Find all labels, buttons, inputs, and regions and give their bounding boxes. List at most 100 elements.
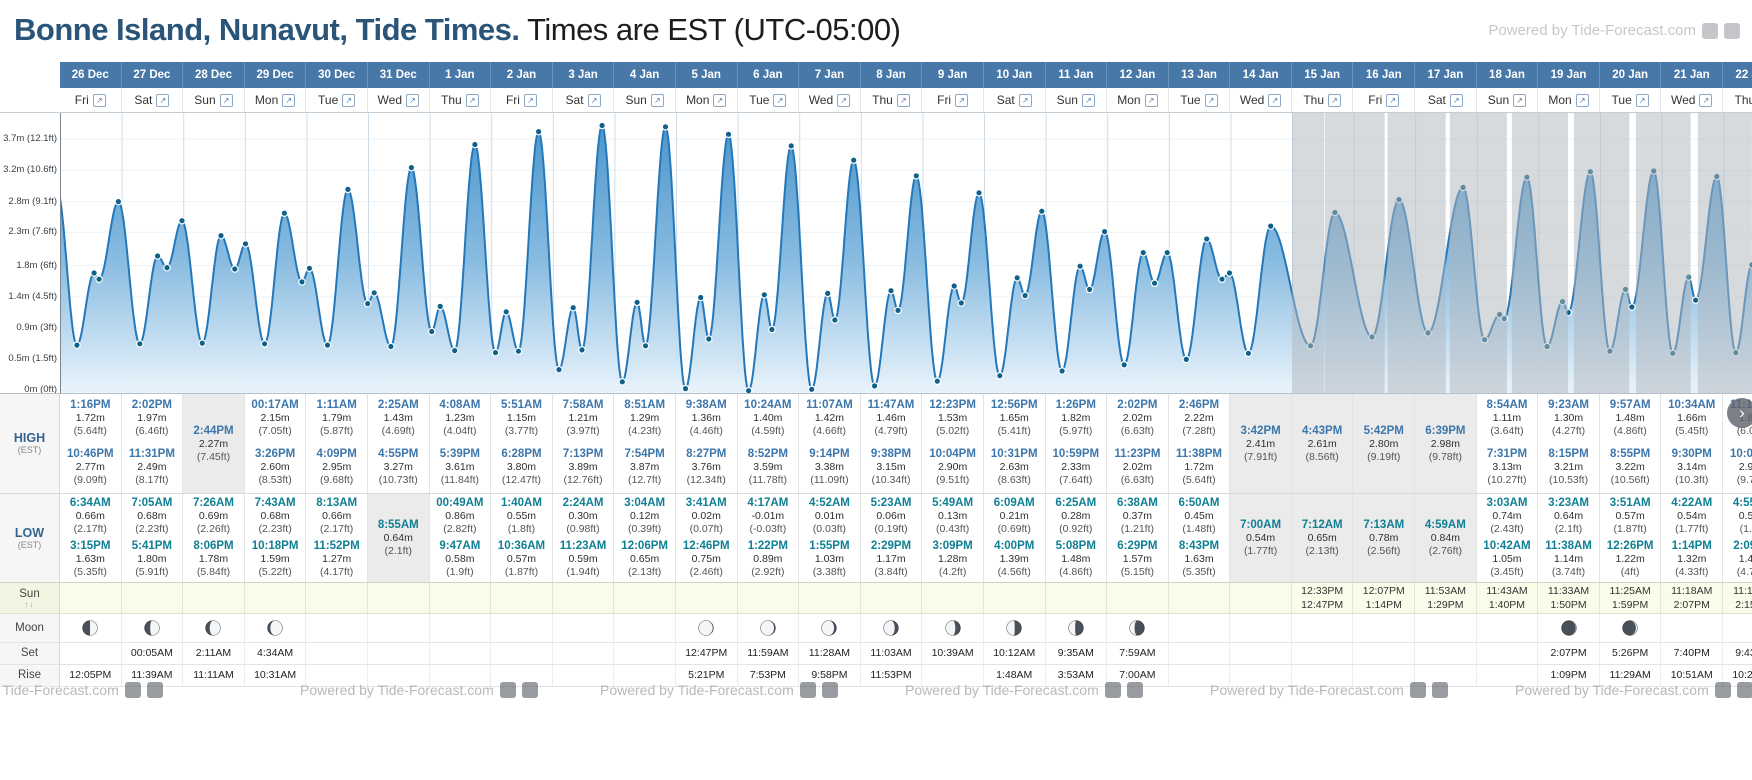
watermark[interactable]: Powered by Tide-Forecast.com — [300, 682, 538, 698]
app-store-icon[interactable] — [799, 682, 816, 698]
date-header-cell[interactable]: 22 Jan — [1723, 62, 1752, 88]
app-store-icon[interactable] — [1104, 682, 1121, 698]
high-tide-entry: 9:38PM 3.15m (10.34ft) — [870, 448, 912, 486]
date-header-cell[interactable]: 26 Dec — [60, 62, 122, 88]
app-store-icon[interactable] — [1702, 22, 1718, 39]
date-header-cell[interactable]: 31 Dec — [368, 62, 430, 88]
date-header-cell[interactable]: 11 Jan — [1046, 62, 1108, 88]
date-header-cell[interactable]: 16 Jan — [1353, 62, 1416, 88]
expand-day-icon[interactable]: ↗ — [465, 93, 479, 107]
date-header-cell[interactable]: 18 Jan — [1477, 62, 1539, 88]
sunrise-sunset-cell — [60, 583, 122, 613]
expand-day-icon[interactable]: ↗ — [406, 93, 419, 107]
moonrise-cell — [922, 665, 984, 686]
location-title: Bonne Island, Nunavut, Tide Times. — [14, 12, 520, 47]
date-header-cell[interactable]: 8 Jan — [861, 62, 923, 88]
date-header-cell[interactable]: 12 Jan — [1107, 62, 1169, 88]
watermark[interactable]: Powered by Tide-Forecast.com — [905, 682, 1143, 698]
expand-day-icon[interactable]: ↗ — [1081, 93, 1095, 107]
watermark[interactable]: Powered by Tide-Forecast.com — [1515, 682, 1752, 698]
watermark-text[interactable]: Powered by Tide-Forecast.com — [1515, 682, 1709, 698]
expand-day-icon[interactable]: ↗ — [955, 93, 969, 107]
date-header-cell[interactable]: 15 Jan — [1292, 62, 1354, 88]
watermark-text[interactable]: Powered by Tide-Forecast.com — [1210, 682, 1404, 698]
high-tide-entry: 12:56PM 1.65m (5.41ft) — [990, 399, 1038, 437]
expand-day-icon[interactable]: ↗ — [342, 93, 356, 107]
watermark[interactable]: Powered by Tide-Forecast.com — [600, 682, 838, 698]
app-store-icon[interactable] — [1714, 682, 1731, 698]
play-store-icon[interactable] — [146, 682, 163, 698]
date-header-cell[interactable]: 30 Dec — [306, 62, 368, 88]
date-header-cell[interactable]: 5 Jan — [676, 62, 738, 88]
expand-day-icon[interactable]: ↗ — [1204, 93, 1218, 107]
date-header-cell[interactable]: 7 Jan — [799, 62, 861, 88]
date-header-cell[interactable]: 27 Dec — [122, 62, 184, 88]
y-axis-label: 0m (0ft) — [24, 384, 57, 394]
watermark-text[interactable]: Powered by Tide-Forecast.com — [300, 682, 494, 698]
expand-day-icon[interactable]: ↗ — [1018, 93, 1032, 107]
moonrise-cell: 7:00AM — [1107, 665, 1169, 686]
date-header-cell[interactable]: 9 Jan — [922, 62, 984, 88]
expand-day-icon[interactable]: ↗ — [1699, 93, 1713, 107]
watermark[interactable]: Powered by Tide-Forecast.com — [1488, 22, 1740, 39]
play-store-icon[interactable] — [1724, 22, 1740, 39]
watermark-text[interactable]: Powered by Tide-Forecast.com — [600, 682, 794, 698]
watermark-text[interactable]: Powered by Tide-Forecast.com — [0, 682, 119, 698]
expand-day-icon[interactable]: ↗ — [1635, 93, 1649, 107]
date-header-cell[interactable]: 1 Jan — [430, 62, 492, 88]
expand-day-icon[interactable]: ↗ — [1449, 93, 1463, 107]
date-header-cell[interactable]: 20 Jan — [1600, 62, 1662, 88]
watermark-text[interactable]: Powered by Tide-Forecast.com — [1488, 22, 1696, 39]
date-header-cell[interactable]: 13 Jan — [1169, 62, 1231, 88]
expand-day-icon[interactable]: ↗ — [1575, 93, 1589, 107]
expand-day-icon[interactable]: ↗ — [773, 93, 787, 107]
play-store-icon[interactable] — [521, 682, 538, 698]
expand-day-icon[interactable]: ↗ — [92, 93, 106, 107]
expand-day-icon[interactable]: ↗ — [282, 93, 296, 107]
date-header-cell[interactable]: 14 Jan — [1230, 62, 1292, 88]
date-header-cell[interactable]: 3 Jan — [553, 62, 615, 88]
watermark-text[interactable]: Powered by Tide-Forecast.com — [905, 682, 1099, 698]
date-header-cell[interactable]: 19 Jan — [1538, 62, 1600, 88]
date-header-cell[interactable]: 4 Jan — [614, 62, 676, 88]
date-header-cell[interactable]: 21 Jan — [1661, 62, 1724, 88]
expand-day-icon[interactable]: ↗ — [1144, 93, 1158, 107]
play-store-icon[interactable] — [821, 682, 838, 698]
scroll-next-button[interactable]: › — [1727, 398, 1752, 428]
low-tide-entry: 3:03AM 0.74m (2.43ft) — [1486, 497, 1528, 535]
watermark[interactable]: Powered by Tide-Forecast.com — [0, 682, 163, 698]
expand-day-icon[interactable]: ↗ — [587, 93, 601, 107]
expand-day-icon[interactable]: ↗ — [1268, 93, 1282, 107]
app-store-icon[interactable] — [124, 682, 141, 698]
high-tide-entry: 11:31PM 2.49m (8.17ft) — [128, 448, 175, 486]
expand-day-icon[interactable]: ↗ — [1328, 93, 1342, 107]
expand-day-icon[interactable]: ↗ — [1513, 93, 1527, 107]
expand-day-icon[interactable]: ↗ — [1386, 93, 1400, 107]
date-header-cell[interactable]: 17 Jan — [1415, 62, 1477, 88]
sunrise-time: 11:53AM — [1424, 585, 1466, 597]
app-store-icon[interactable] — [1409, 682, 1426, 698]
moonset-cell: 9:43PM — [1723, 643, 1752, 664]
expand-day-icon[interactable]: ↗ — [837, 93, 851, 107]
play-store-icon[interactable] — [1126, 682, 1143, 698]
moonrise-cell — [430, 665, 492, 686]
moon-cell — [245, 614, 307, 642]
expand-day-icon[interactable]: ↗ — [896, 93, 910, 107]
expand-day-icon[interactable]: ↗ — [156, 93, 170, 107]
date-header-cell[interactable]: 28 Dec — [183, 62, 245, 88]
date-header-cell[interactable]: 6 Jan — [738, 62, 800, 88]
app-store-icon[interactable] — [499, 682, 516, 698]
date-header-cell[interactable]: 10 Jan — [984, 62, 1046, 88]
expand-day-icon[interactable]: ↗ — [523, 93, 537, 107]
high-tide-entry: 7:58AM 1.21m (3.97ft) — [562, 399, 604, 437]
date-header-cell[interactable]: 29 Dec — [245, 62, 307, 88]
expand-day-icon[interactable]: ↗ — [650, 93, 664, 107]
expand-day-icon[interactable]: ↗ — [219, 93, 233, 107]
play-store-icon[interactable] — [1431, 682, 1448, 698]
moon-cell — [430, 614, 492, 642]
date-header-cell[interactable]: 2 Jan — [491, 62, 553, 88]
expand-day-icon[interactable]: ↗ — [713, 93, 727, 107]
play-store-icon[interactable] — [1736, 682, 1752, 698]
low-tide-cell: 3:23AM 0.64m (2.1ft) 11:38AM 1.14m (3.74ft) — [1538, 494, 1600, 582]
watermark[interactable]: Powered by Tide-Forecast.com — [1210, 682, 1448, 698]
